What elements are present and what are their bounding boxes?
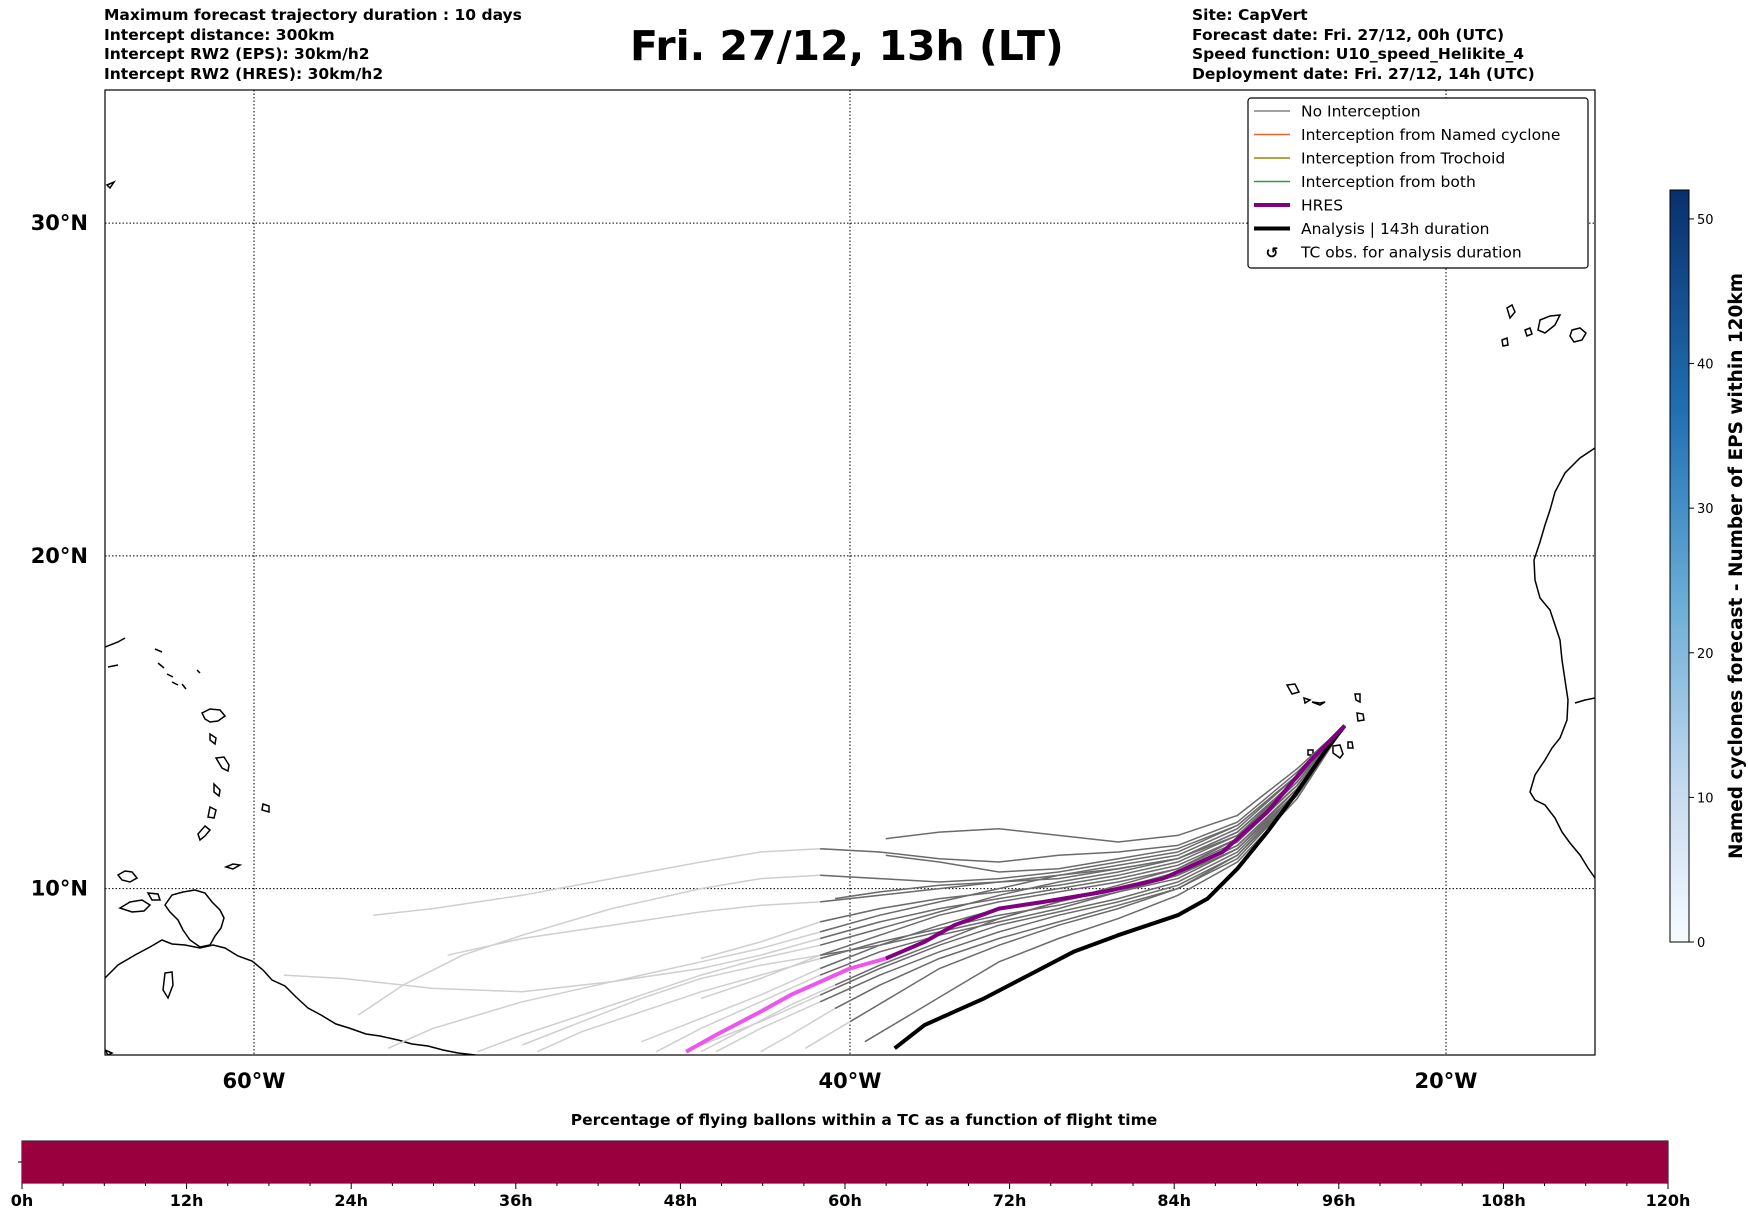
bottom-bar-tick-label: 36h: [499, 1191, 533, 1210]
bottom-bar-tick-label: 24h: [334, 1191, 368, 1210]
header-right-line: Forecast date: Fri. 27/12, 00h (UTC): [1192, 25, 1505, 44]
map-frame: [104, 89, 1596, 1056]
bottom-bar-tick-label: 48h: [664, 1191, 698, 1210]
y-tick-label: 30°N: [31, 211, 88, 235]
legend-label: Interception from Named cyclone: [1301, 126, 1560, 144]
x-tick-label: 60°W: [223, 1069, 286, 1093]
legend-label: Analysis | 143h duration: [1301, 220, 1490, 238]
coastlines: [105, 180, 1595, 1055]
ensemble-trajectory-faded: [521, 944, 880, 1046]
ensemble-trajectory: [819, 725, 1346, 976]
ensemble-trajectory-faded: [373, 847, 880, 916]
y-tick-label: 10°N: [31, 877, 88, 901]
page-title: Fri. 27/12, 13h (LT): [630, 22, 1064, 70]
ensemble-trajectory: [819, 725, 1346, 946]
bottom-bar-title: Percentage of flying ballons within a TC…: [571, 1111, 1158, 1129]
legend: No Interception Interception from Named c…: [1247, 97, 1589, 269]
legend-box: [1247, 97, 1589, 269]
ensemble-trajectory: [849, 725, 1346, 1023]
bottom-bar-tick-label: 108h: [1481, 1191, 1526, 1210]
legend-label: HRES: [1301, 197, 1343, 215]
ensemble-trajectory: [820, 725, 1346, 883]
legend-label: No Interception: [1301, 103, 1421, 121]
ensemble-trajectory: [819, 725, 1346, 960]
colorbar-tick-label: 20: [1697, 647, 1714, 662]
bottom-bar-tick-label: 120h: [1646, 1191, 1691, 1210]
tc-obs-marker-icon: ↺: [1266, 244, 1279, 262]
header-left-line: Maximum forecast trajectory duration : 1…: [104, 6, 522, 24]
bottom-bar-fill: [22, 1141, 1668, 1183]
ensemble-trajectory-faded: [283, 921, 881, 993]
hres-trajectory-faded: [685, 956, 887, 1054]
colorbar-gradient: [1669, 189, 1690, 943]
bottom-bar-tick-label: 0h: [11, 1191, 34, 1210]
header-right-line: Site: CapVert: [1192, 6, 1308, 24]
header-right: Site: CapVert Forecast date: Fri. 27/12,…: [1192, 6, 1535, 84]
header-left-line: Intercept RW2 (HRES): 30km/h2: [104, 64, 384, 83]
x-tick-label: 20°W: [1415, 1069, 1478, 1093]
ensemble-trajectory: [820, 725, 1346, 903]
bottom-bar: Percentage of flying ballons within a TC…: [11, 1111, 1691, 1210]
header-left: Maximum forecast trajectory duration : 1…: [104, 6, 522, 84]
ensemble-trajectory-faded: [357, 874, 880, 1016]
colorbar-tick-label: 30: [1697, 502, 1714, 517]
y-tick-label: 20°N: [31, 544, 88, 568]
ensemble-trajectory-faded: [700, 907, 880, 960]
colorbar-tick-label: 40: [1697, 358, 1714, 373]
bottom-bar-tick-label: 12h: [170, 1191, 204, 1210]
colorbar: 0 10 20 30 40 50 Named cyclones forecast - Num…: [1669, 189, 1747, 951]
legend-label: TC obs. for analysis duration: [1300, 244, 1522, 262]
colorbar-label: Named cyclones forecast - Number of EPS …: [1726, 273, 1747, 859]
analysis-trajectory: [893, 724, 1347, 1050]
ensemble-trajectory: [819, 725, 1346, 970]
colorbar-tick-label: 50: [1697, 213, 1714, 228]
ensemble-trajectory: [819, 725, 1346, 1003]
hres-trajectory: [885, 724, 1347, 961]
ensemble-trajectory: [819, 725, 1346, 956]
ensemble-trajectory: [819, 725, 1346, 996]
bottom-bar-tick-label: 72h: [993, 1191, 1027, 1210]
ensemble-trajectory: [819, 725, 1346, 933]
ensemble-trajectory-faded: [477, 927, 881, 1053]
header-left-line: Intercept distance: 300km: [104, 25, 335, 44]
legend-label: Interception from Trochoid: [1301, 150, 1505, 168]
header-right-line: Speed function: U10_speed_Helikite_4: [1192, 45, 1525, 63]
legend-label: Interception from both: [1301, 173, 1476, 191]
ensemble-trajectory: [820, 725, 1346, 956]
header-right-line: Deployment date: Fri. 27/12, 14h (UTC): [1192, 64, 1535, 83]
ensemble-trajectory: [820, 725, 1346, 863]
bottom-bar-tick-label: 84h: [1157, 1191, 1191, 1210]
ensemble-trajectory: [834, 725, 1346, 1010]
axis-labels: 60°W 40°W 20°W 10°N 20°N 30°N: [31, 211, 1478, 1093]
ensemble-trajectory: [820, 725, 1346, 923]
bottom-bar-tick-label: 96h: [1322, 1191, 1356, 1210]
x-tick-label: 40°W: [819, 1069, 882, 1093]
header-left-line: Intercept RW2 (EPS): 30km/h2: [104, 45, 370, 63]
bottom-bar-tick-label: 60h: [828, 1191, 862, 1210]
trajectories: [283, 724, 1347, 1054]
colorbar-tick-label: 0: [1697, 936, 1705, 951]
colorbar-tick-label: 10: [1697, 791, 1714, 806]
ensemble-trajectory-faded: [387, 914, 881, 1049]
ensemble-trajectory: [885, 725, 1346, 843]
